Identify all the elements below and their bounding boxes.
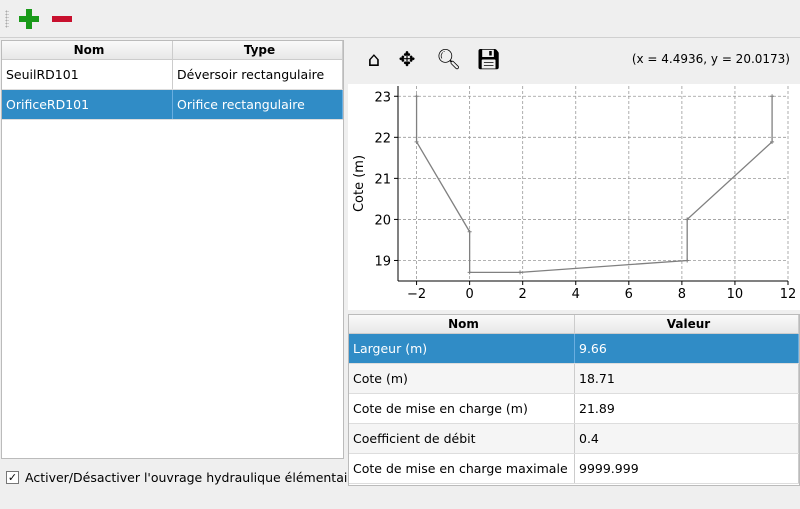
cursor-coordinates: (x = 4.4936, y = 20.0173)	[631, 52, 790, 66]
x-tick-label: −2	[407, 287, 426, 302]
data-point	[467, 229, 472, 234]
param-name: Largeur (m)	[349, 334, 575, 363]
main-toolbar	[0, 0, 800, 38]
x-tick-label: 4	[572, 287, 580, 302]
param-name: Cote de mise en charge maximale	[349, 454, 575, 483]
param-value[interactable]: 0.4	[575, 424, 799, 453]
minus-icon[interactable]	[52, 16, 72, 22]
y-tick-label: 23	[374, 90, 391, 105]
y-axis-label: Cote (m)	[352, 155, 367, 212]
x-tick-label: 8	[678, 287, 686, 302]
home-icon[interactable]: ⌂	[367, 47, 381, 71]
cell-nom: SeuilRD101	[2, 60, 173, 89]
param-value[interactable]: 9999.999	[575, 454, 799, 483]
x-tick-label: 12	[780, 287, 797, 302]
profile-chart[interactable]: −2 0 2 4 6 8 10 12 19 20 21 22 23 Cote (m)	[348, 84, 800, 310]
checkbox[interactable]: ✓	[6, 471, 19, 484]
param-value[interactable]: 18.71	[575, 364, 799, 393]
data-point	[414, 94, 419, 99]
column-header-valeur[interactable]: Valeur	[575, 315, 799, 333]
param-value[interactable]: 21.89	[575, 394, 799, 423]
data-point	[518, 270, 523, 275]
data-point	[685, 217, 690, 222]
param-value[interactable]: 9.66	[575, 334, 799, 363]
pan-icon[interactable]: ✥	[398, 47, 416, 71]
x-tick-label: 0	[465, 287, 473, 302]
checkbox-label: Activer/Désactiver l'ouvrage hydraulique…	[25, 470, 360, 485]
table-row-selected[interactable]: OrificeRD101 Orifice rectangulaire	[2, 90, 343, 120]
param-name: Cote de mise en charge (m)	[349, 394, 575, 423]
param-row-selected[interactable]: Largeur (m) 9.66	[349, 334, 799, 364]
data-point	[414, 139, 419, 144]
toolbar-grip[interactable]	[5, 10, 9, 28]
y-tick-label: 22	[374, 131, 391, 146]
x-tick-label: 6	[625, 287, 633, 302]
column-header-nom[interactable]: Nom	[349, 315, 575, 333]
param-row[interactable]: Cote de mise en charge maximale 9999.999	[349, 454, 799, 484]
cell-type: Déversoir rectangulaire	[173, 60, 343, 89]
data-point	[685, 258, 690, 263]
param-row[interactable]: Coefficient de débit 0.4	[349, 424, 799, 454]
y-tick-label: 20	[374, 213, 391, 228]
param-name: Coefficient de débit	[349, 424, 575, 453]
table-row[interactable]: SeuilRD101 Déversoir rectangulaire	[2, 60, 343, 90]
plus-icon[interactable]	[19, 9, 39, 29]
cell-nom: OrificeRD101	[2, 90, 173, 119]
param-row[interactable]: Cote (m) 18.71	[349, 364, 799, 394]
param-row[interactable]: Cote de mise en charge (m) 21.89	[349, 394, 799, 424]
structures-table: Nom Type SeuilRD101 Déversoir rectangula…	[1, 40, 344, 459]
plot-toolbar: ⌂ ✥ 🔍︎ 💾︎	[350, 42, 800, 76]
y-tick-label: 21	[374, 172, 391, 187]
parameters-table: Nom Valeur Largeur (m) 9.66 Cote (m) 18.71…	[348, 314, 800, 486]
cell-type: Orifice rectangulaire	[173, 90, 343, 119]
column-header-type[interactable]: Type	[173, 41, 343, 59]
data-point	[770, 139, 775, 144]
activate-checkbox[interactable]: ✓ Activer/Désactiver l'ouvrage hydrauliq…	[6, 470, 360, 485]
column-header-nom[interactable]: Nom	[2, 41, 173, 59]
y-tick-label: 19	[374, 254, 391, 269]
data-point	[770, 94, 775, 99]
zoom-icon[interactable]: 🔍︎	[436, 47, 462, 71]
x-tick-label: 2	[519, 287, 527, 302]
chart-svg: −2 0 2 4 6 8 10 12 19 20 21 22 23 Cote (m)	[352, 86, 797, 302]
save-icon[interactable]: 💾︎	[476, 47, 502, 71]
data-point	[467, 270, 472, 275]
x-tick-label: 10	[727, 287, 744, 302]
param-name: Cote (m)	[349, 364, 575, 393]
